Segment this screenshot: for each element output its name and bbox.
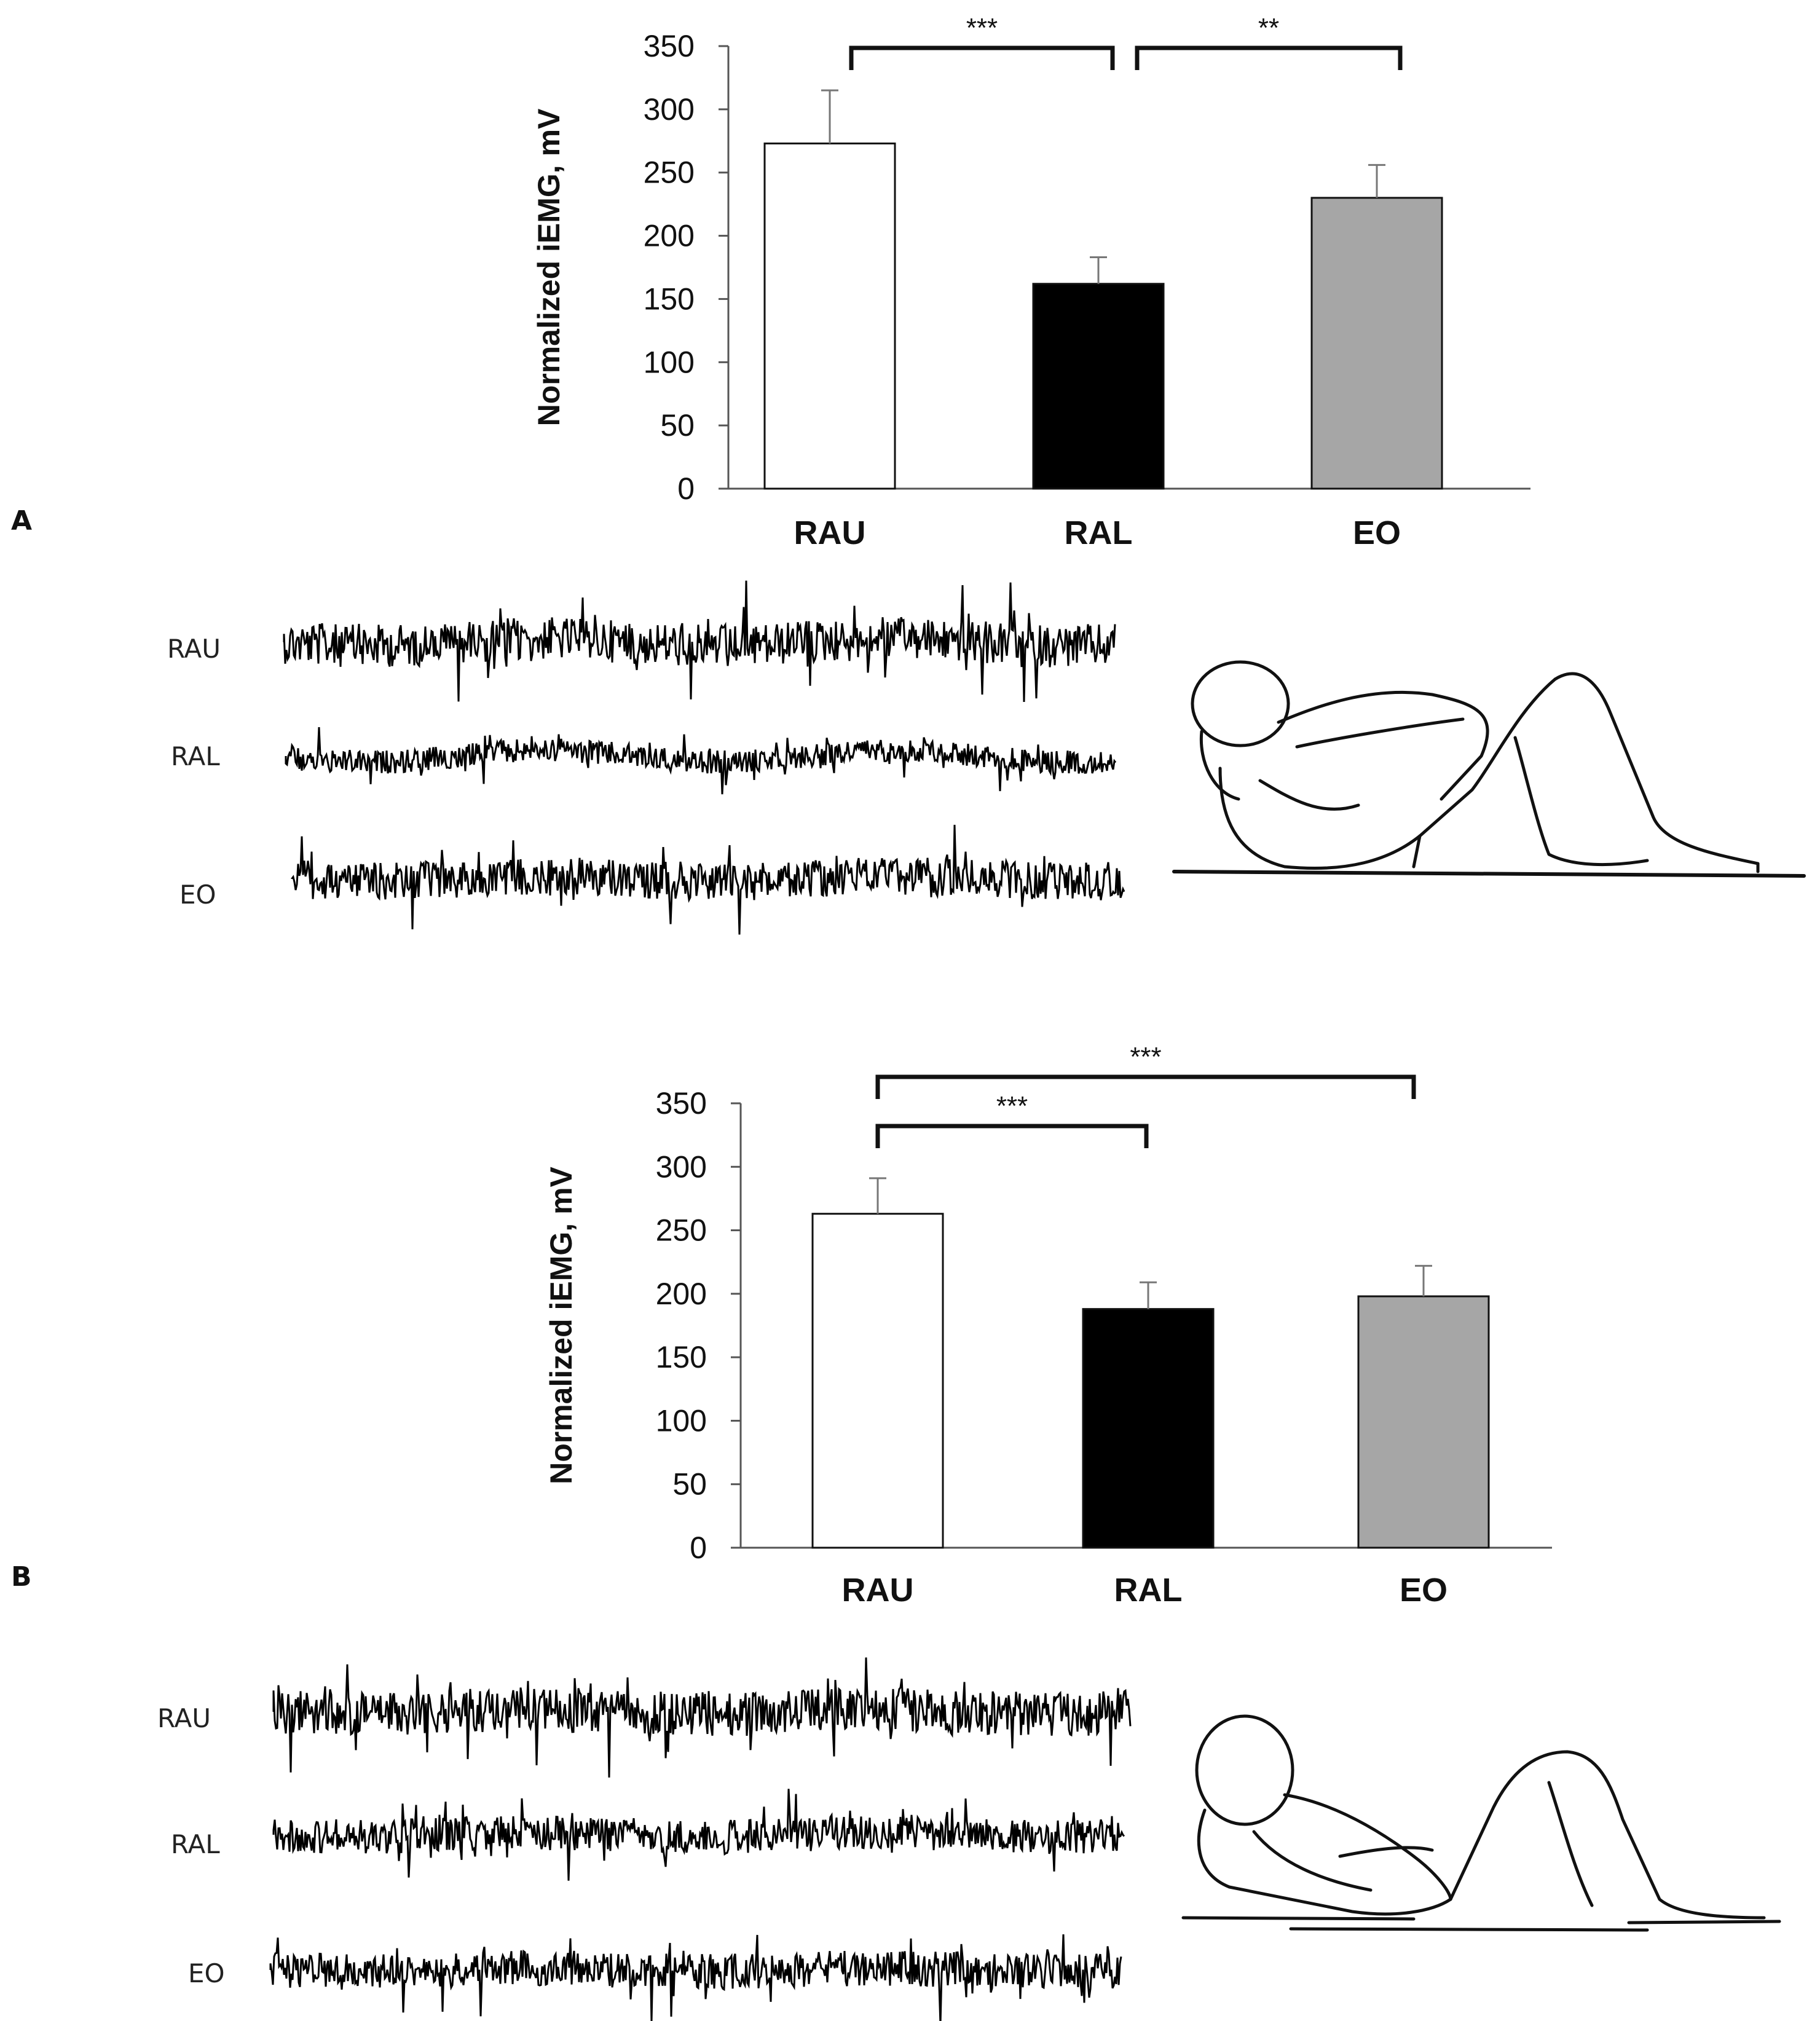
bar-rau: [763, 142, 896, 490]
y-tick-label: 300: [644, 92, 695, 127]
emg-trace-rau-b: [272, 1657, 1132, 1778]
y-tick-label: 0: [677, 471, 695, 506]
trace-label-ral-b: RAL: [171, 1829, 220, 1859]
category-label-eo: EO: [1353, 514, 1401, 551]
emg-trace-eo-b: [269, 1934, 1122, 2021]
y-tick-label: 300: [656, 1149, 707, 1184]
y-tick-label: 350: [656, 1086, 707, 1121]
bar-ral: [1082, 1308, 1215, 1549]
bar-rau: [811, 1213, 944, 1549]
trace-label-eo-a: EO: [179, 880, 216, 910]
panel-letter-b: B: [11, 1561, 32, 1593]
significance-bracket: [1135, 45, 1403, 70]
y-tick-label: 150: [644, 282, 695, 316]
crunch-exercise-figure: [1172, 660, 1806, 878]
trace-label-ral-a: RAL: [171, 741, 220, 771]
category-label-rau: RAU: [794, 514, 866, 551]
emg-traces-a: RAU RAL EO: [167, 580, 1125, 935]
emg-trace-ral-b: [272, 1789, 1125, 1881]
bar-chart-b: 0 50 100 150 200 250 300 350 Normalized iEMG, mV…: [544, 1042, 1552, 1609]
significance-label: ***: [966, 13, 998, 43]
significance-label: **: [1258, 13, 1279, 43]
panel-letter-a: A: [11, 505, 32, 537]
y-tick-label: 50: [672, 1467, 707, 1502]
y-tick-label: 250: [656, 1213, 707, 1248]
trace-label-rau-b: RAU: [157, 1703, 211, 1733]
trace-label-rau-a: RAU: [167, 634, 221, 664]
y-axis-label: Normalized iEMG, mV: [532, 108, 566, 426]
y-tick-label: 350: [644, 29, 695, 63]
significance-bracket: [875, 1074, 1416, 1099]
y-tick-label: 50: [660, 408, 695, 443]
emg-trace-rau-a: [283, 580, 1116, 703]
significance-label: ***: [996, 1091, 1028, 1121]
y-tick-label: 100: [656, 1403, 707, 1438]
emg-trace-ral-a: [285, 727, 1117, 795]
bar-eo: [1310, 197, 1443, 490]
bar-chart-a: 0 50 100 150 200 250 300 350 Normalized iEMG, mV…: [532, 13, 1530, 551]
significance-bracket: [849, 45, 1115, 70]
category-label-ral: RAL: [1065, 514, 1133, 551]
emg-trace-eo-a: [291, 824, 1125, 935]
bar-ral: [1032, 283, 1165, 490]
reclined-exercise-figure: [1181, 1714, 1781, 1932]
emg-traces-b: RAU RAL EO: [157, 1657, 1132, 2021]
significance-bracket: [875, 1124, 1149, 1148]
y-tick-label: 200: [644, 219, 695, 253]
category-label-eo: EO: [1400, 1572, 1448, 1609]
category-label-rau: RAU: [842, 1572, 914, 1609]
category-label-ral: RAL: [1114, 1572, 1183, 1609]
y-tick-label: 150: [656, 1340, 707, 1374]
y-axis-label: Normalized iEMG, mV: [544, 1166, 578, 1484]
significance-label: ***: [1130, 1042, 1161, 1072]
y-tick-label: 250: [644, 156, 695, 190]
bar-eo: [1357, 1295, 1490, 1549]
trace-label-eo-b: EO: [188, 1958, 225, 1988]
y-tick-label: 200: [656, 1277, 707, 1311]
y-tick-label: 100: [644, 345, 695, 379]
y-tick-label: 0: [690, 1531, 707, 1565]
